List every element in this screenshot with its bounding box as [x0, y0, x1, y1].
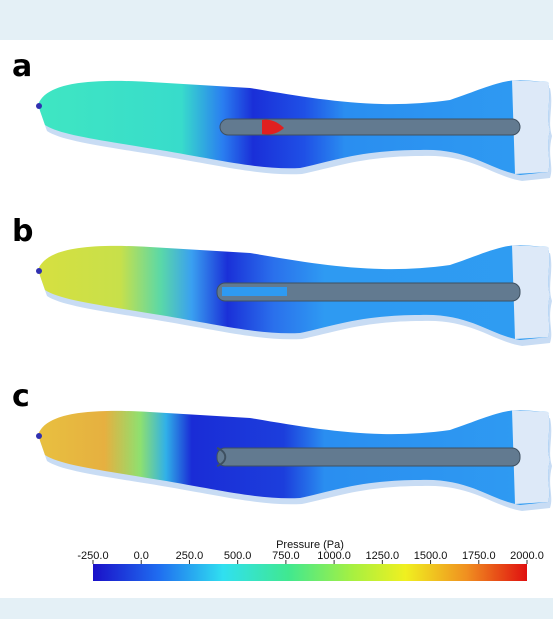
colorbar-tick-label: 0.0 — [134, 550, 149, 562]
colorbar-tick-label: 750.0 — [272, 550, 300, 562]
colorbar-tick-label: 2000.0 — [510, 550, 544, 562]
colorbar-scale — [93, 564, 527, 581]
colorbar-tick-label: 500.0 — [224, 550, 252, 562]
colorbar-tick-label: 1750.0 — [462, 550, 496, 562]
panel-a: a — [12, 49, 552, 181]
colorbar-tick-label: 1000.0 — [317, 550, 351, 562]
colorbar-tick-label: 250.0 — [176, 550, 204, 562]
colorbar-tick-label: -250.0 — [77, 550, 108, 562]
top-bar — [0, 0, 553, 40]
colorbar: Pressure (Pa) -250.0 0.0 250.0 500.0 750.0 10… — [77, 539, 544, 581]
panel-label: b — [12, 214, 33, 249]
panel-c: c — [12, 379, 552, 511]
panel-b: b — [12, 214, 552, 346]
bottom-bar — [0, 598, 553, 619]
colorbar-tick-label: 1250.0 — [366, 550, 400, 562]
panel-label: a — [12, 49, 32, 84]
colorbar-tick-label: 1500.0 — [414, 550, 448, 562]
panel-label: c — [12, 379, 30, 414]
colorbar-title: Pressure (Pa) — [276, 539, 344, 551]
